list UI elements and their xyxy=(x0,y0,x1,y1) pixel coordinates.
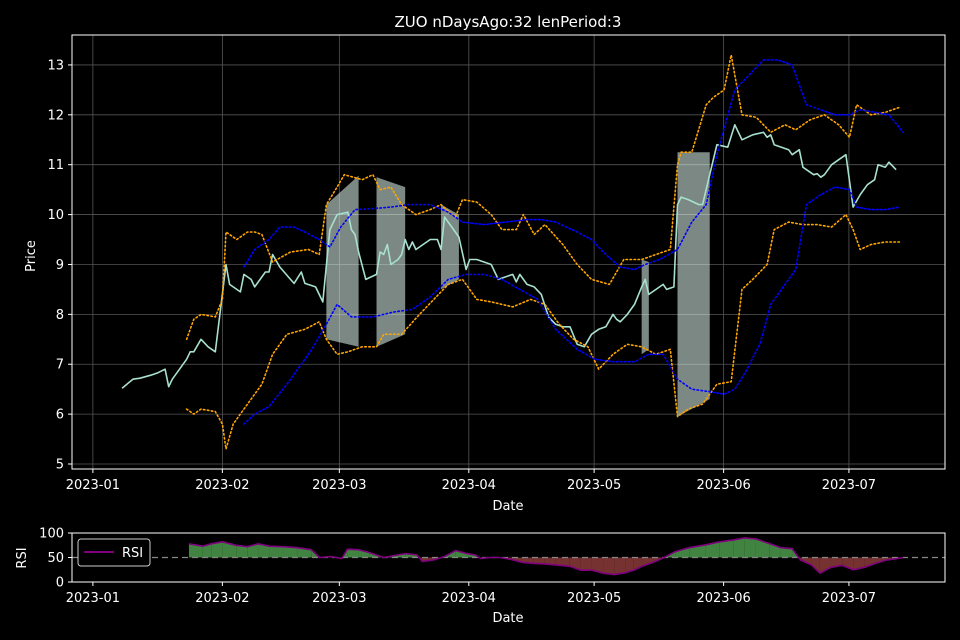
rsi-area-above xyxy=(705,541,720,558)
rsi-area-below xyxy=(555,557,570,567)
price-grid xyxy=(72,35,945,469)
rsi-area-above xyxy=(188,543,203,558)
price-series xyxy=(121,54,904,450)
rsi-y-ticks: 0 50 100 xyxy=(39,527,72,591)
price-y-tick-label: 7 xyxy=(56,358,64,373)
price-y-tick-label: 5 xyxy=(56,458,64,473)
rsi-area-above xyxy=(297,547,312,558)
band-fill xyxy=(677,152,710,417)
price-y-tick-label: 13 xyxy=(47,58,64,73)
rsi-area-above xyxy=(222,541,237,558)
rsi-areas xyxy=(188,537,904,575)
price-y-tick-label: 9 xyxy=(56,258,64,273)
rsi-area-below xyxy=(591,557,604,574)
rsi-x-tick-label: 2023-02 xyxy=(195,591,249,606)
orange-band-line xyxy=(185,213,901,450)
price-y-tick-label: 10 xyxy=(47,208,64,223)
legend-rsi-label: RSI xyxy=(122,546,143,561)
rsi-y-tick-label: 100 xyxy=(39,527,64,542)
rsi-area-above xyxy=(689,544,706,558)
rsi-area-below xyxy=(544,557,556,565)
rsi-panel: 2023-01 2023-02 2023-03 2023-04 2023-05 2023-… xyxy=(15,527,946,626)
rsi-series xyxy=(72,537,945,576)
rsi-area-below xyxy=(614,557,626,575)
rsi-area-above xyxy=(455,550,467,558)
rsi-area-below xyxy=(603,557,615,575)
rsi-area-above xyxy=(733,537,745,558)
rsi-y-tick-label: 0 xyxy=(56,576,64,591)
band-fill xyxy=(326,175,359,347)
price-x-tick-label: 2023-01 xyxy=(66,478,120,493)
rsi-x-tick-label: 2023-05 xyxy=(567,591,621,606)
blue-band-line xyxy=(243,186,901,425)
price-x-tick-label: 2023-02 xyxy=(195,478,249,493)
rsi-area-above xyxy=(675,547,690,558)
rsi-y-axis-label: RSI xyxy=(15,547,30,568)
rsi-area-below xyxy=(625,557,634,573)
price-x-tick-label: 2023-04 xyxy=(442,478,496,493)
price-y-tick-label: 11 xyxy=(47,158,64,173)
price-y-tick-label: 8 xyxy=(56,308,64,323)
price-x-ticks: 2023-01 2023-02 2023-03 2023-04 2023-05 2023-… xyxy=(66,469,876,493)
rsi-area-above xyxy=(211,541,223,558)
rsi-area-above xyxy=(236,545,248,558)
price-x-tick-label: 2023-06 xyxy=(696,478,750,493)
price-line xyxy=(121,124,897,389)
rsi-area-below xyxy=(533,557,545,564)
rsi-area-above xyxy=(347,549,359,558)
rsi-x-tick-label: 2023-03 xyxy=(312,591,366,606)
price-y-axis-label: Price xyxy=(24,240,39,272)
price-y-tick-label: 12 xyxy=(47,108,64,123)
price-x-tick-label: 2023-03 xyxy=(312,478,366,493)
price-plot-frame xyxy=(71,34,946,470)
rsi-area-below xyxy=(864,557,876,568)
rsi-area-above xyxy=(719,539,734,558)
rsi-area-above xyxy=(358,549,370,558)
price-x-tick-label: 2023-05 xyxy=(567,478,621,493)
band-fill xyxy=(641,259,649,355)
price-y-ticks: 5 6 7 8 9 10 11 12 13 xyxy=(47,58,72,473)
band-fill xyxy=(441,204,459,290)
rsi-x-tick-label: 2023-04 xyxy=(442,591,496,606)
price-x-tick-label: 2023-07 xyxy=(822,478,876,493)
rsi-x-axis-label: Date xyxy=(492,611,523,626)
rsi-area-below xyxy=(842,557,854,570)
rsi-area-above xyxy=(202,543,212,558)
blue-band-line xyxy=(243,59,904,271)
rsi-area-above xyxy=(258,543,270,558)
rsi-line xyxy=(188,537,904,576)
rsi-area-above xyxy=(755,538,770,558)
rsi-y-tick-label: 50 xyxy=(47,551,64,566)
rsi-area-above xyxy=(247,543,259,558)
price-y-tick-label: 6 xyxy=(56,408,64,423)
rsi-area-above xyxy=(283,546,298,558)
rsi-area-above xyxy=(744,537,756,558)
price-x-axis-label: Date xyxy=(492,499,523,514)
rsi-area-below xyxy=(819,557,831,574)
rsi-area-below xyxy=(811,557,820,574)
rsi-area-below xyxy=(580,557,592,571)
rsi-x-ticks: 2023-01 2023-02 2023-03 2023-04 2023-05 2023-… xyxy=(66,582,876,606)
chart-title: ZUO nDaysAgo:32 lenPeriod:3 xyxy=(395,13,622,31)
rsi-area-above xyxy=(269,546,284,558)
rsi-area-above xyxy=(780,547,793,558)
price-panel: 2023-01 2023-02 2023-03 2023-04 2023-05 2023-… xyxy=(24,13,946,514)
rsi-area-below xyxy=(830,557,843,568)
rsi-area-below xyxy=(853,557,865,570)
orange-band-line xyxy=(185,54,901,341)
rsi-legend: RSI xyxy=(77,538,151,567)
rsi-x-tick-label: 2023-01 xyxy=(66,591,120,606)
rsi-x-tick-label: 2023-07 xyxy=(822,591,876,606)
rsi-area-below xyxy=(641,557,654,567)
rsi-x-tick-label: 2023-06 xyxy=(696,591,750,606)
